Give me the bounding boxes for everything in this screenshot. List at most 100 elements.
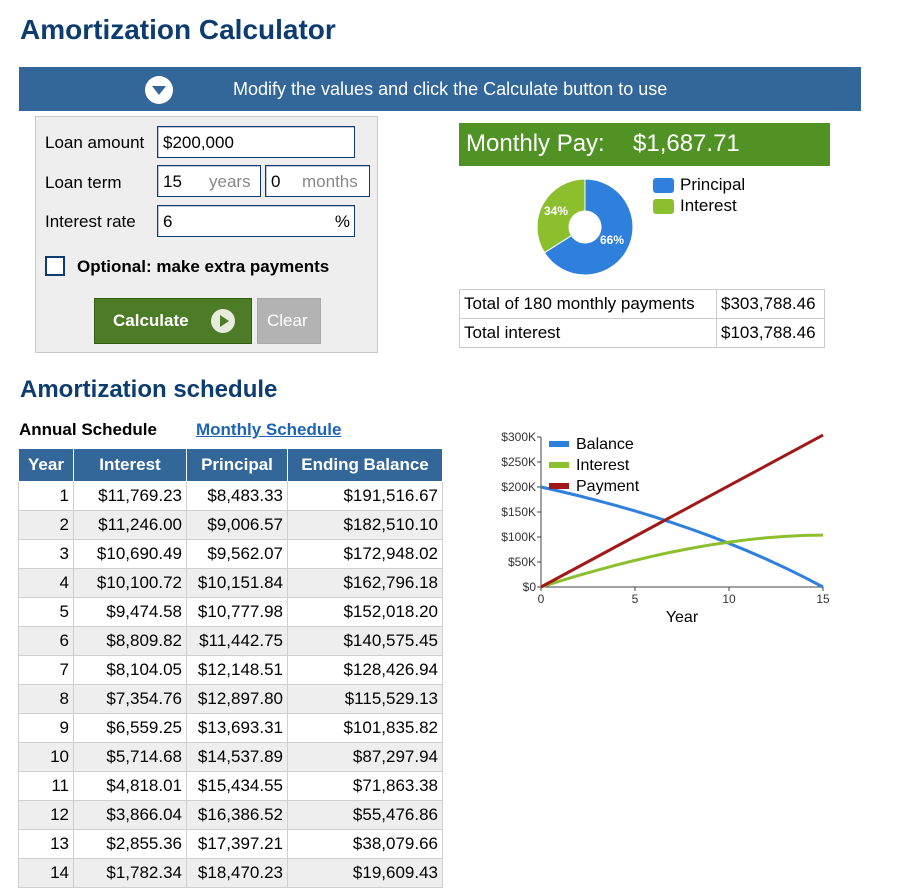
table-cell: $9,474.58: [73, 597, 187, 627]
column-header: Principal: [186, 448, 288, 482]
table-cell: $87,297.94: [287, 742, 443, 772]
table-cell: $8,483.33: [186, 481, 288, 511]
table-cell: $10,690.49: [73, 539, 187, 569]
table-row: 10 $5,714.68 $14,537.89 $87,297.94: [18, 742, 443, 772]
table-cell: $1,782.34: [73, 858, 187, 888]
totals-row: Total of 180 monthly payments $303,788.4…: [459, 289, 825, 319]
term-years-unit: years: [209, 172, 251, 191]
table-cell: 6: [18, 626, 74, 656]
term-years-value: 15: [163, 172, 182, 191]
series-line-payment: [540, 433, 824, 589]
banner-text: Modify the values and click the Calculat…: [233, 79, 668, 99]
play-icon: [211, 309, 235, 333]
table-cell: $19,609.43: [287, 858, 443, 888]
table-cell: $11,442.75: [186, 626, 288, 656]
monthly-pay-value: $1,687.71: [633, 130, 740, 157]
loan-term-label: Loan term: [45, 173, 122, 192]
table-row: 1 $11,769.23 $8,483.33 $191,516.67: [18, 481, 443, 511]
table-cell: $13,693.31: [186, 713, 288, 743]
loan-amount-input[interactable]: $200,000: [157, 126, 355, 158]
term-months-unit: months: [302, 172, 358, 191]
instruction-banner: Modify the values and click the Calculat…: [19, 67, 861, 111]
table-cell: $128,426.94: [287, 655, 443, 685]
legend-interest-swatch: [653, 199, 674, 214]
y-tick-label: $0: [523, 580, 537, 594]
table-cell: 7: [18, 655, 74, 685]
pie-label-principal: 66%: [600, 233, 624, 247]
table-cell: 4: [18, 568, 74, 598]
table-cell: $38,079.66: [287, 829, 443, 859]
table-row: 12 $3,866.04 $16,386.52 $55,476.86: [18, 800, 443, 830]
totals-label: Total of 180 monthly payments: [459, 289, 717, 319]
term-months-input[interactable]: 0 months: [265, 165, 370, 197]
calculate-button[interactable]: Calculate: [94, 298, 252, 344]
table-cell: 3: [18, 539, 74, 569]
table-cell: $11,769.23: [73, 481, 187, 511]
table-cell: $9,562.07: [186, 539, 288, 569]
table-row: 6 $8,809.82 $11,442.75 $140,575.45: [18, 626, 443, 656]
x-tick-label: 0: [538, 592, 545, 606]
table-cell: $10,151.84: [186, 568, 288, 598]
y-tick-label: $150K: [501, 505, 536, 519]
interest-rate-unit: %: [334, 212, 350, 231]
schedule-header-row: Year Interest Principal Ending Balance: [18, 448, 443, 482]
y-tick-label: $300K: [501, 430, 536, 444]
legend-swatch-interest: [549, 462, 569, 468]
interest-rate-input[interactable]: 6 %: [157, 205, 355, 237]
table-cell: $14,537.89: [186, 742, 288, 772]
y-tick-label: $50K: [508, 555, 536, 569]
table-cell: $6,559.25: [73, 713, 187, 743]
pie-slice-principal: [543, 178, 634, 276]
table-cell: $15,434.55: [186, 771, 288, 801]
schedule-table: Year Interest Principal Ending Balance 1 $11…: [18, 448, 443, 888]
table-cell: $5,714.68: [73, 742, 187, 772]
table-cell: $140,575.45: [287, 626, 443, 656]
series-line-interest: [540, 533, 824, 589]
legend-label-interest: Interest: [576, 457, 630, 474]
table-row: 9 $6,559.25 $13,693.31 $101,835.82: [18, 713, 443, 743]
table-cell: $8,809.82: [73, 626, 187, 656]
table-cell: $55,476.86: [287, 800, 443, 830]
term-years-input[interactable]: 15 years: [157, 165, 261, 197]
legend-label-payment: Payment: [576, 478, 640, 495]
table-cell: 9: [18, 713, 74, 743]
legend-label-balance: Balance: [576, 436, 634, 453]
table-cell: $12,148.51: [186, 655, 288, 685]
table-cell: $7,354.76: [73, 684, 187, 714]
pie-label-interest: 34%: [544, 204, 568, 218]
table-cell: $191,516.67: [287, 481, 443, 511]
series-line-balance: [540, 485, 824, 589]
chevron-down-icon[interactable]: [145, 76, 173, 104]
table-cell: 1: [18, 481, 74, 511]
loan-amount-label: Loan amount: [45, 133, 145, 152]
table-cell: $17,397.21: [186, 829, 288, 859]
table-row: 5 $9,474.58 $10,777.98 $152,018.20: [18, 597, 443, 627]
x-axis-label: Year: [666, 609, 699, 626]
interest-rate-value: 6: [163, 212, 173, 231]
totals-label: Total interest: [459, 318, 717, 348]
balance-line-chart: $0 $50K $100K $150K $200K $250K $300K 0 5 10 15 Yea…: [501, 430, 830, 626]
tab-annual-schedule[interactable]: Annual Schedule: [19, 420, 157, 439]
clear-button[interactable]: Clear: [257, 298, 321, 344]
table-cell: $172,948.02: [287, 539, 443, 569]
column-header: Interest: [73, 448, 187, 482]
table-cell: $115,529.13: [287, 684, 443, 714]
table-cell: $162,796.18: [287, 568, 443, 598]
table-cell: $10,100.72: [73, 568, 187, 598]
table-cell: $152,018.20: [287, 597, 443, 627]
extra-payments-checkbox[interactable]: [45, 256, 65, 276]
tab-monthly-schedule[interactable]: Monthly Schedule: [196, 420, 342, 439]
legend-swatch-balance: [549, 441, 569, 447]
interest-rate-label: Interest rate: [45, 212, 136, 231]
table-row: 11 $4,818.01 $15,434.55 $71,863.38: [18, 771, 443, 801]
table-row: 8 $7,354.76 $12,897.80 $115,529.13: [18, 684, 443, 714]
table-row: 7 $8,104.05 $12,148.51 $128,426.94: [18, 655, 443, 685]
legend-principal-swatch: [653, 178, 674, 193]
table-row: 14 $1,782.34 $18,470.23 $19,609.43: [18, 858, 443, 888]
pie-slice-interest: [536, 178, 586, 254]
table-cell: 12: [18, 800, 74, 830]
table-cell: 13: [18, 829, 74, 859]
extra-payments-label[interactable]: Optional: make extra payments: [77, 257, 330, 276]
table-cell: $9,006.57: [186, 510, 288, 540]
y-tick-label: $200K: [501, 480, 536, 494]
